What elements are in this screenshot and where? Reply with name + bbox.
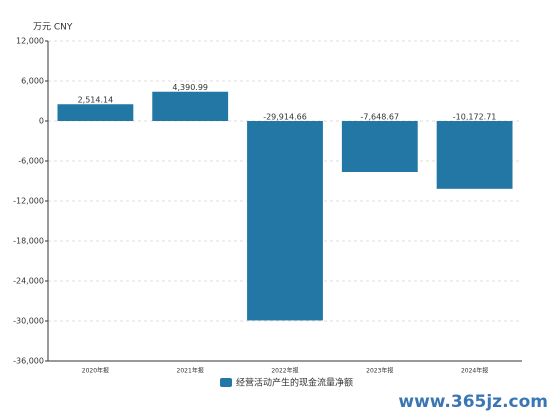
y-tick-label: 0 (39, 117, 44, 126)
y-tick-label: 6,000 (21, 77, 44, 86)
value-label: 2,514.14 (78, 96, 114, 105)
legend-swatch (220, 378, 232, 387)
bar (436, 121, 513, 189)
y-tick-label: -18,000 (13, 237, 44, 246)
y-tick-label: -24,000 (13, 277, 44, 286)
watermark: www.365jz.com (398, 392, 548, 412)
value-label: -29,914.66 (263, 113, 307, 122)
bar (152, 91, 229, 121)
value-label: -7,648.67 (361, 113, 400, 122)
y-tick-label: -36,000 (13, 357, 44, 366)
y-tick-label: 12,000 (16, 37, 44, 46)
bar (247, 121, 323, 321)
bar (57, 104, 134, 121)
value-label: 4,390.99 (172, 83, 208, 92)
y-tick-label: -30,000 (13, 317, 44, 326)
y-axis-label: 万元 CNY (33, 23, 73, 33)
bar (341, 121, 418, 172)
x-tick-label: 2021年报 (177, 367, 204, 375)
legend-label: 经营活动产生的现金流量净额 (236, 377, 353, 389)
y-tick-label: -6,000 (18, 157, 44, 166)
x-tick-label: 2020年报 (82, 367, 109, 375)
y-tick-label: -12,000 (13, 197, 44, 206)
x-tick-label: 2024年报 (461, 367, 488, 375)
value-label: -10,172.71 (453, 113, 497, 122)
x-tick-label: 2022年报 (271, 367, 298, 375)
x-tick-label: 2023年报 (366, 367, 393, 375)
